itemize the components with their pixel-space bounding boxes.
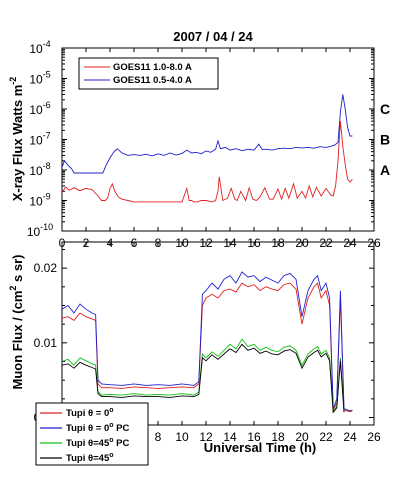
muon-y-tick-label: 0.02 xyxy=(34,261,58,275)
xray-y-tick-exp: -7 xyxy=(43,131,51,141)
xray-y-tick-base: 10 xyxy=(29,103,43,117)
muon-legend-tupi0-label: Tupi θ = 0o xyxy=(66,407,114,419)
xray-y-tick-base: 10 xyxy=(29,195,43,209)
muon-x-tick-label: 12 xyxy=(199,430,213,444)
muon-x-tick-label: 14 xyxy=(223,430,237,444)
muon-x-tick-label: 10 xyxy=(175,430,189,444)
muon-legend-tupi45-pc-text: Tupi θ=45 xyxy=(66,438,110,449)
xray-y-tick-base: 10 xyxy=(29,134,43,148)
xray-legend-box xyxy=(78,57,219,90)
muon-legend-tupi0-pc-text: Tupi θ = 0 xyxy=(66,423,109,434)
xray-y-tick-exp: -4 xyxy=(43,39,51,49)
muon-y-axis-label-tail: s sr) xyxy=(10,254,25,285)
xray-y-axis-label-exp: -2 xyxy=(8,77,18,85)
muon-x-tick-label: 8 xyxy=(155,430,162,444)
x-axis-label: Universal Time (h) xyxy=(204,440,316,455)
muon-series-tupi0-line xyxy=(61,282,353,413)
xray-y-tick-label: 10-5 xyxy=(29,70,50,87)
xray-y-tick-base: 10 xyxy=(29,42,43,56)
muon-series-tupi45-pc-line xyxy=(61,338,345,413)
flare-class-labels: CBA xyxy=(380,101,390,178)
muon-y-axis-label: Muon Flux / (cm2 s sr) xyxy=(8,254,25,389)
xray-legend-label-short: GOES11 0.5-4.0 A xyxy=(113,75,192,86)
xray-series-short-line xyxy=(61,94,353,174)
muon-legend-tupi0-sup: o xyxy=(109,407,113,414)
flare-class-c: C xyxy=(380,101,390,117)
xray-y-tick-label: 10-8 xyxy=(29,161,50,178)
flare-class-a: A xyxy=(380,162,390,178)
xray-y-tick-exp: -9 xyxy=(43,192,51,202)
muon-series-tupi45-line xyxy=(61,343,345,414)
muon-y-axis-label-text: Muon Flux / (cm xyxy=(10,291,25,390)
xray-chart: 2007 / 04 / 24 0246810121416182022242610… xyxy=(8,29,390,250)
muon-legend-tupi45-pc-sup: o xyxy=(109,437,113,444)
muon-x-tick-label: 20 xyxy=(295,430,309,444)
muon-legend-tupi45-sup: o xyxy=(109,452,113,459)
muon-legend-tupi45-pc-label: Tupi θ=45o PC xyxy=(66,437,129,449)
xray-y-axis-label-text: X-ray Flux Watts m xyxy=(10,85,25,202)
xray-y-tick-exp: -10 xyxy=(40,222,53,232)
muon-legend-tupi0-text: Tupi θ = 0 xyxy=(66,408,109,419)
xray-legend-label-long: GOES11 1.0-8.0 A xyxy=(113,62,192,73)
xray-legend: GOES11 1.0-8.0 A GOES11 0.5-4.0 A xyxy=(78,57,219,90)
muon-x-tick-label: 22 xyxy=(319,430,333,444)
muon-legend-tupi0-pc-label: Tupi θ = 0o PC xyxy=(66,422,129,434)
xray-y-tick-exp: -8 xyxy=(43,161,51,171)
muon-legend-tupi45-pc-tail: PC xyxy=(114,438,130,449)
xray-y-tick-label: 10-7 xyxy=(29,131,50,148)
muon-legend-tupi45-text: Tupi θ=45 xyxy=(66,453,110,464)
muon-x-tick-label: 16 xyxy=(247,430,261,444)
muon-series xyxy=(61,271,353,414)
muon-plot-frame xyxy=(61,241,375,426)
xray-y-tick-exp: -6 xyxy=(43,100,51,110)
xray-series xyxy=(61,94,353,203)
xray-y-axis-label: X-ray Flux Watts m-2 xyxy=(8,77,25,202)
xray-y-tick-base: 10 xyxy=(29,73,43,87)
xray-series-long-line xyxy=(61,121,353,203)
chart-title: 2007 / 04 / 24 xyxy=(173,29,253,44)
xray-y-tick-exp: -5 xyxy=(43,70,51,80)
muon-x-tick-label: 26 xyxy=(367,430,381,444)
xray-y-tick-label: 10-10 xyxy=(27,222,53,239)
xray-y-tick-label: 10-9 xyxy=(29,192,50,209)
xray-y-tick-label: 10-4 xyxy=(29,39,50,56)
xray-y-tick-label: 10-6 xyxy=(29,100,50,117)
flare-class-b: B xyxy=(380,132,390,148)
muon-legend-tupi45-label: Tupi θ=45o xyxy=(66,452,114,464)
muon-series-tupi0-pc-line xyxy=(61,271,353,412)
xray-y-tick-base: 10 xyxy=(27,225,41,239)
muon-y-axis-label-exp: 2 xyxy=(8,286,18,291)
muon-y-tick-label: 0.01 xyxy=(34,336,58,350)
muon-chart: 024681012141618202224260.000.010.02 Muon… xyxy=(8,241,381,466)
muon-x-tick-label: 18 xyxy=(271,430,285,444)
muon-legend-tupi0-pc-sup: o xyxy=(109,422,113,429)
muon-legend-tupi0-pc-tail: PC xyxy=(114,423,130,434)
muon-x-tick-label: 24 xyxy=(343,430,357,444)
xray-y-tick-base: 10 xyxy=(29,164,43,178)
